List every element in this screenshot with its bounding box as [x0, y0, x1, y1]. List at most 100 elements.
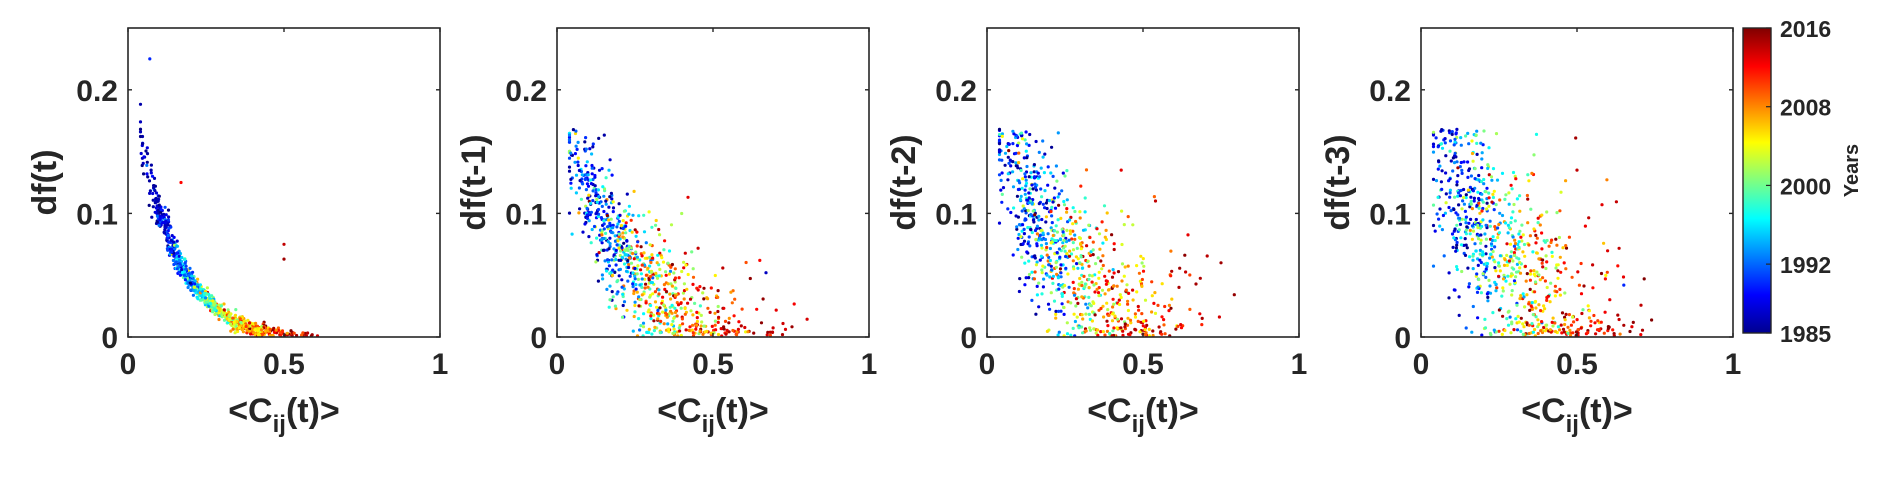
scatter-point	[744, 260, 748, 265]
scatter-point	[1553, 284, 1557, 288]
scatter-point	[1452, 288, 1456, 292]
scatter-point	[1053, 206, 1058, 210]
scatter-point	[1081, 317, 1085, 321]
scatter-point	[567, 165, 572, 169]
scatter-point	[1467, 285, 1471, 289]
scatter-point	[1030, 270, 1034, 274]
scatter-point	[1500, 332, 1504, 336]
scatter-point	[636, 264, 640, 268]
scatter-point	[1431, 150, 1436, 154]
scatter-point	[610, 290, 614, 294]
scatter-point	[674, 286, 678, 290]
scatter-point	[680, 269, 684, 274]
scatter-point	[1438, 207, 1442, 211]
scatter-point	[1133, 327, 1137, 331]
scatter-point	[1079, 242, 1083, 246]
scatter-point	[180, 255, 184, 260]
scatter-point	[1153, 291, 1157, 295]
scatter-point	[1040, 195, 1044, 199]
scatter-point	[164, 219, 168, 223]
scatter-point	[594, 193, 598, 198]
scatter-point	[1115, 317, 1120, 321]
scatter-point	[1456, 194, 1460, 198]
scatter-point	[1531, 250, 1535, 254]
scatter-point	[1124, 288, 1128, 292]
scatter-point	[1532, 272, 1536, 276]
scatter-point	[1478, 258, 1482, 262]
scatter-point	[1029, 171, 1033, 175]
scatter-point	[650, 332, 654, 336]
scatter-point	[1065, 228, 1069, 232]
scatter-point	[1508, 242, 1513, 246]
scatter-point	[723, 319, 728, 323]
scatter-point	[1095, 227, 1099, 231]
scatter-point	[608, 298, 612, 302]
scatter-point	[602, 209, 606, 214]
scatter-point	[1025, 156, 1029, 160]
scatter-point	[1616, 264, 1620, 268]
scatter-point	[740, 307, 744, 311]
scatter-point	[1160, 315, 1164, 319]
scatter-point	[627, 265, 631, 270]
scatter-point	[1577, 283, 1581, 287]
scatter-point	[1097, 294, 1101, 298]
scatter-point	[997, 173, 1002, 177]
scatter-point	[586, 216, 590, 221]
scatter-point	[1527, 323, 1531, 327]
scatter-point	[1548, 328, 1552, 332]
scatter-point	[997, 138, 1002, 142]
scatter-point	[727, 330, 731, 334]
scatter-point	[228, 322, 233, 326]
scatter-point	[611, 295, 615, 299]
scatter-point	[1579, 292, 1584, 296]
scatter-point	[1518, 271, 1523, 275]
scatter-point	[678, 329, 682, 333]
scatter-point	[151, 198, 155, 202]
scatter-point	[1467, 282, 1471, 286]
scatter-point	[673, 267, 677, 271]
scatter-point	[1011, 253, 1015, 257]
scatter-point	[1041, 285, 1045, 289]
scatter-point	[1545, 327, 1549, 331]
scatter-point	[1453, 140, 1457, 144]
scatter-point	[1492, 189, 1496, 193]
scatter-point	[1537, 257, 1541, 261]
scatter-point	[1135, 290, 1139, 294]
scatter-point	[265, 329, 269, 333]
scatter-point	[1163, 332, 1167, 336]
y-tick-label: 0	[101, 322, 118, 355]
scatter-point	[1510, 322, 1514, 326]
y-tick-label: 0.1	[76, 198, 118, 231]
scatter-point	[1073, 233, 1077, 237]
scatter-point	[272, 326, 276, 330]
scatter-point	[141, 142, 145, 146]
scatter-point	[610, 273, 615, 278]
scatter-point	[581, 182, 585, 186]
scatter-point	[569, 177, 573, 181]
scatter-point	[1200, 323, 1204, 327]
scatter-point	[1039, 166, 1043, 170]
scatter-point	[644, 282, 648, 286]
scatter-point	[1072, 312, 1076, 316]
scatter-point	[1530, 301, 1534, 305]
scatter-point	[1460, 207, 1464, 211]
scatter-point	[600, 233, 604, 237]
scatter-point	[1062, 203, 1067, 207]
scatter-point	[166, 233, 170, 238]
scatter-point	[177, 254, 181, 258]
scatter-point	[1497, 222, 1501, 227]
scatter-point	[1035, 242, 1039, 246]
scatter-point	[1477, 196, 1481, 201]
scatter-point	[1034, 263, 1038, 267]
scatter-point	[1046, 302, 1051, 306]
scatter-point	[722, 306, 726, 310]
scatter-point	[1179, 326, 1184, 330]
scatter-point	[1455, 160, 1459, 164]
scatter-point	[601, 277, 605, 281]
scatter-point	[1070, 237, 1074, 241]
scatter-point	[1011, 129, 1015, 133]
scatter-point	[1519, 329, 1523, 333]
scatter-point	[169, 238, 173, 242]
scatter-point	[573, 160, 577, 164]
scatter-point	[1459, 136, 1463, 140]
